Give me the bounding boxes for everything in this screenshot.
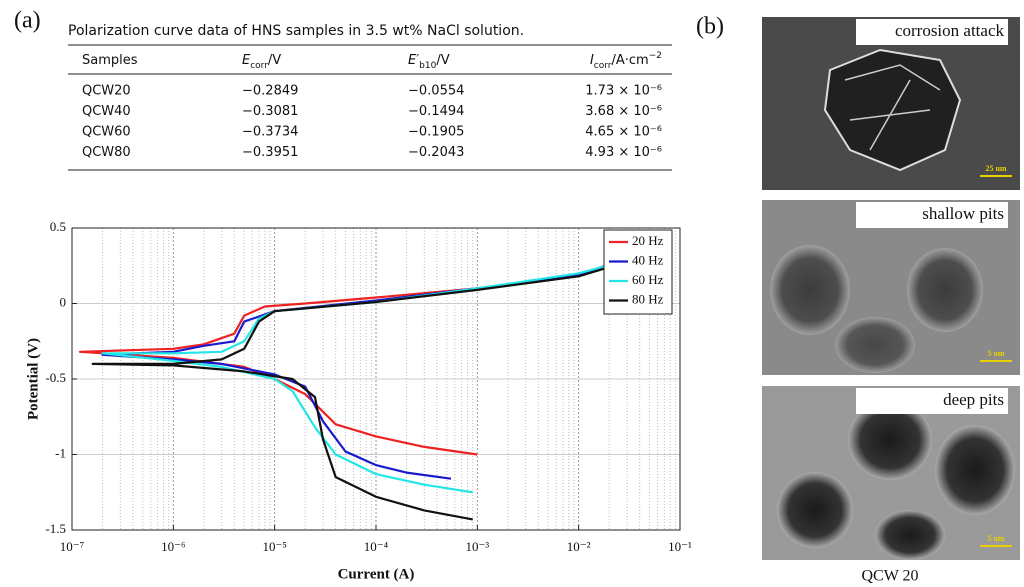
table-cell: −0.3734 xyxy=(242,125,298,140)
pit xyxy=(777,472,853,548)
header-part: b10 xyxy=(419,61,436,71)
scale-label: 5 um xyxy=(987,349,1004,358)
micrograph-label: deep pits xyxy=(943,390,1004,409)
x-tick-label: 10⁻³ xyxy=(465,539,489,554)
micrograph-labels: corrosion attack 25 um shallow pits 5 um dee… xyxy=(856,19,1012,547)
table-cell: QCW60 xyxy=(82,125,131,140)
panel-label: (b) xyxy=(696,14,724,40)
micrograph-label: corrosion attack xyxy=(895,21,1005,40)
header-part: /V xyxy=(436,53,449,68)
table-cell: 4.65 × 10⁻⁶ xyxy=(585,125,662,140)
table-cell: −0.3081 xyxy=(242,104,298,119)
chart: 10⁻⁷ 10⁻⁶ 10⁻⁵ 10⁻⁴ 10⁻³ 10⁻² 10⁻¹ -1.5 -1 -0.5 0 0… xyxy=(25,219,692,582)
micrograph-caption: QCW 20 xyxy=(861,568,918,585)
micrograph xyxy=(762,17,1020,560)
label-box xyxy=(856,388,1008,414)
y-tick-label: -1.5 xyxy=(45,521,66,536)
legend-label: 80 Hz xyxy=(632,291,664,306)
pit xyxy=(907,248,983,332)
table-cell: −0.2043 xyxy=(408,145,464,160)
label-box xyxy=(856,19,1008,45)
header-part: /A·cm xyxy=(612,53,649,68)
pit xyxy=(848,400,932,480)
y-tick-label: 0 xyxy=(60,294,67,309)
header-part: E′ xyxy=(408,53,419,68)
y-tick-label: -0.5 xyxy=(45,370,66,385)
table-cell: −0.1905 xyxy=(408,125,464,140)
table-cell: 4.93 × 10⁻⁶ xyxy=(585,145,662,160)
table-cell: −0.3951 xyxy=(242,145,298,160)
y-tick-label: 0.5 xyxy=(50,219,66,234)
x-tick-label: 10⁻⁵ xyxy=(262,539,286,554)
table-cell: QCW20 xyxy=(82,84,131,99)
series-line xyxy=(101,260,620,480)
header-part: corr xyxy=(250,61,268,71)
table-caption: Polarization curve data of HNS samples i… xyxy=(68,23,524,39)
header-part: I xyxy=(590,53,594,68)
header-part: /V xyxy=(268,53,281,68)
table-cell: QCW80 xyxy=(82,145,131,160)
x-tick-label: 10⁻¹ xyxy=(668,539,692,554)
pit xyxy=(935,425,1015,515)
table-cell: −0.1494 xyxy=(408,104,464,119)
table-cell: −0.2849 xyxy=(242,84,298,99)
table-header: E′b10/V xyxy=(408,53,450,71)
table-cell: 3.68 × 10⁻⁶ xyxy=(585,104,662,119)
table-cell: QCW40 xyxy=(82,104,131,119)
table-header: Samples xyxy=(82,53,138,68)
table-header: Icorr/A·cm−2 xyxy=(590,51,662,71)
x-axis-label: Current (A) xyxy=(338,566,415,582)
micrograph-label: shallow pits xyxy=(922,204,1004,223)
x-tick-label: 10⁻⁶ xyxy=(161,539,185,554)
header-part: E xyxy=(242,53,251,68)
x-tick-label: 10⁻² xyxy=(567,539,591,554)
legend-label: 60 Hz xyxy=(632,272,664,287)
scale-label: 5 um xyxy=(987,534,1004,543)
series-line xyxy=(91,263,620,521)
y-axis-label: Potential (V) xyxy=(25,338,41,420)
panel-label: (a) xyxy=(14,8,41,34)
pit xyxy=(770,245,850,335)
scale-label: 25 um xyxy=(985,164,1006,173)
pit xyxy=(875,510,945,560)
table-cell: 1.73 × 10⁻⁶ xyxy=(585,84,662,99)
x-tick-label: 10⁻⁷ xyxy=(60,539,84,554)
legend-label: 20 Hz xyxy=(632,233,664,248)
crack xyxy=(844,64,941,151)
label-box xyxy=(856,202,1008,228)
legend-label: 40 Hz xyxy=(632,252,664,267)
header-part: Samples xyxy=(82,53,138,68)
pit xyxy=(835,317,915,373)
x-tick-label: 10⁻⁴ xyxy=(364,539,389,554)
table-cell: −0.0554 xyxy=(408,84,464,99)
header-part: −2 xyxy=(649,51,662,61)
plot-frame xyxy=(71,227,681,531)
header-part: corr xyxy=(594,61,612,71)
y-tick-label: -1 xyxy=(55,445,66,460)
table-header: Ecorr/V xyxy=(242,53,281,71)
